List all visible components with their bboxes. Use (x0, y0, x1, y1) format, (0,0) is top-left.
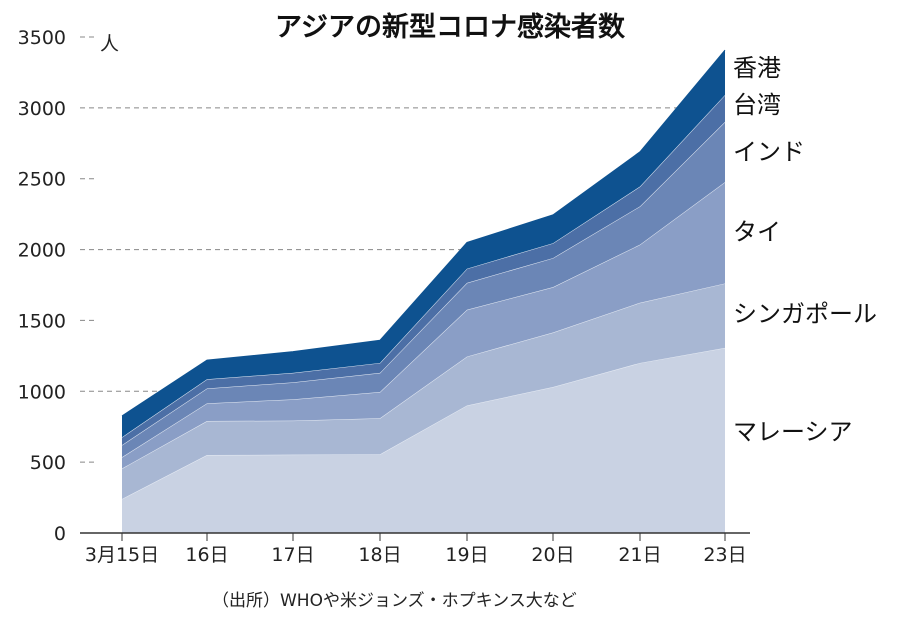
legend-label-1: シンガポール (733, 300, 877, 328)
y-tick-label: 1500 (18, 310, 66, 332)
area-1 (122, 283, 725, 499)
y-tick-label: 2500 (18, 169, 66, 191)
y-tick-label: 3000 (18, 98, 66, 120)
y-tick-label: 2000 (18, 240, 66, 262)
y-tick-label: 500 (30, 452, 66, 474)
y-tick-label: 0 (54, 523, 66, 545)
source-note: （出所）WHOや米ジョンズ・ホプキンス大など (212, 591, 577, 611)
area-0 (122, 347, 725, 533)
legend-label-4: 台湾 (733, 91, 781, 119)
chart-title: アジアの新型コロナ感染者数 (275, 11, 626, 43)
area-boundary-5 (121, 49, 726, 417)
legend-label-3: インド (733, 138, 805, 166)
x-tick-label: 17日 (271, 544, 314, 566)
y-tick-label: 1000 (18, 381, 66, 403)
x-tick-label: 16日 (185, 544, 228, 566)
legend-label-2: タイ (733, 218, 781, 246)
legend-label-0: マレーシア (733, 418, 853, 446)
x-tick-label: 19日 (445, 544, 488, 566)
legend-label-5: 香港 (733, 54, 781, 82)
x-tick-label: 20日 (531, 544, 574, 566)
y-axis-unit-label: 人 (100, 33, 119, 55)
y-tick-label: 3500 (18, 27, 66, 49)
x-tick-label: 21日 (618, 544, 661, 566)
x-tick-label: 3月15日 (85, 544, 159, 566)
x-tick-label: 23日 (703, 544, 746, 566)
x-tick-label: 18日 (358, 544, 401, 566)
